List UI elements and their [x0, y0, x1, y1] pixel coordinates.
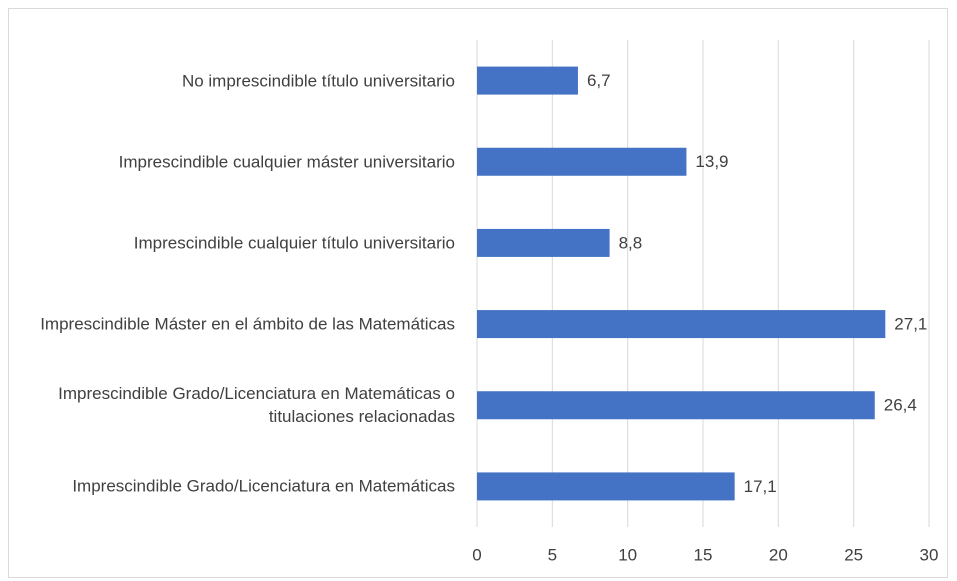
y-tick-label: Imprescindible Grado/Licenciatura en Mat… — [72, 476, 455, 496]
x-tick-label: 25 — [844, 545, 863, 564]
x-tick-label: 30 — [920, 545, 939, 564]
data-label: 27,1 — [894, 315, 927, 334]
bar — [477, 147, 687, 176]
data-label: 17,1 — [744, 477, 777, 496]
x-tick-label: 0 — [472, 545, 481, 564]
x-tick-label: 20 — [769, 545, 788, 564]
x-tick-label: 5 — [548, 545, 557, 564]
bar — [477, 310, 886, 339]
data-label: 6,7 — [587, 71, 611, 90]
data-label: 26,4 — [884, 396, 917, 415]
data-label: 13,9 — [695, 152, 728, 171]
y-tick-label: Imprescindible Grado/Licenciatura en Mat… — [58, 384, 455, 427]
bar — [477, 66, 578, 95]
y-tick-label: Imprescindible cualquier título universi… — [133, 233, 455, 253]
y-tick-label: Imprescindible Máster en el ámbito de la… — [40, 314, 455, 334]
bar — [477, 228, 610, 257]
y-tick-label: Imprescindible cualquier máster universi… — [118, 152, 455, 172]
bar — [477, 472, 735, 501]
y-tick-label: No imprescindible título universitario — [181, 71, 455, 91]
data-label: 8,8 — [619, 233, 643, 252]
x-tick-label: 15 — [694, 545, 713, 564]
bar — [477, 391, 875, 420]
x-tick-label: 10 — [618, 545, 637, 564]
